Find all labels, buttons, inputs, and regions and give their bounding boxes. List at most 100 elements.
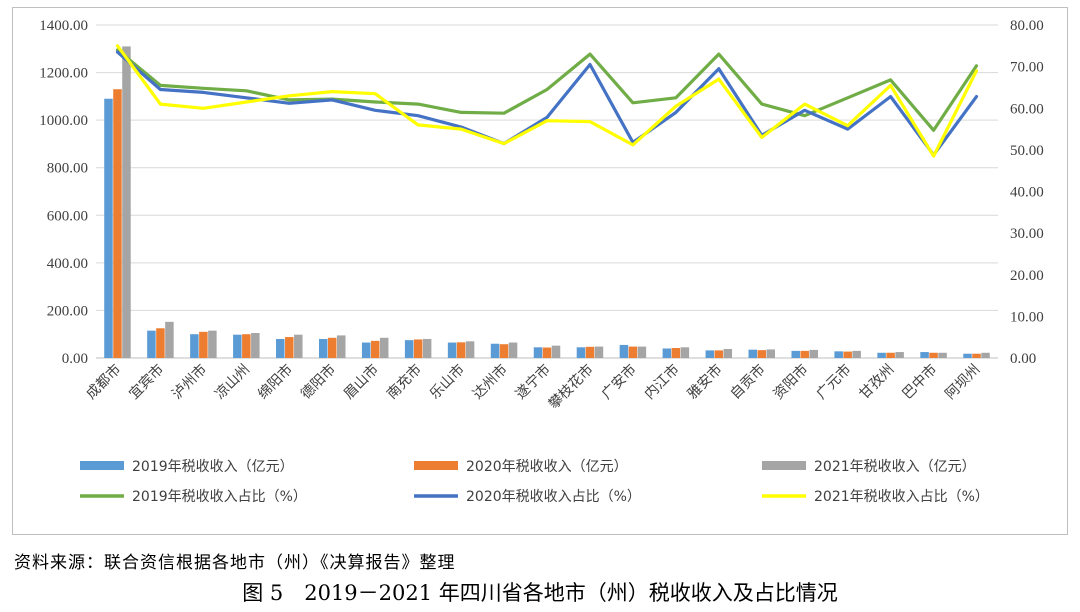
right-tick-label: 60.00: [1010, 101, 1044, 117]
bar: [791, 350, 800, 358]
category-label: 达州市: [469, 361, 511, 403]
bar: [723, 348, 733, 358]
bar: [165, 321, 174, 358]
bar: [208, 330, 217, 358]
legend-swatch: [762, 461, 806, 470]
bar: [895, 352, 904, 358]
legend-swatch: [80, 461, 124, 470]
bar: [766, 349, 776, 358]
bar: [456, 342, 466, 358]
bar: [800, 350, 809, 358]
legend-label: 2021年税收收入（亿元）: [814, 459, 976, 475]
left-tick-label: 600.00: [47, 208, 88, 224]
legend: 2019年税收收入（亿元） 2020年税收收入（亿元） 2021年税收收入（亿元） 2…: [80, 459, 989, 505]
legend-label: 2019年税收收入占比（%）: [132, 489, 307, 505]
bar: [156, 328, 165, 358]
lines: [115, 44, 979, 158]
bar: [404, 340, 414, 358]
bar: [628, 346, 638, 358]
category-label: 自贡市: [727, 361, 769, 403]
left-axis: 0.00 200.00 400.00 600.00 800.00 1000.00 1200.…: [39, 18, 88, 367]
left-tick-label: 1000.00: [39, 113, 88, 129]
bar: [981, 352, 990, 358]
bar: [370, 340, 380, 358]
bar: [508, 342, 518, 358]
bar: [379, 337, 389, 358]
category-label: 泸州市: [168, 361, 210, 403]
right-tick-label: 80.00: [1010, 18, 1044, 34]
right-tick-label: 40.00: [1010, 185, 1044, 201]
right-tick-label: 30.00: [1010, 226, 1044, 242]
bar: [147, 330, 156, 358]
bar: [294, 334, 303, 358]
bar: [877, 352, 886, 358]
category-label: 巴中市: [899, 361, 941, 403]
bar: [920, 352, 929, 358]
bar: [637, 346, 647, 358]
bar: [542, 347, 552, 358]
legend-swatch: [414, 461, 458, 470]
bar: [886, 352, 895, 358]
line-series-3: [115, 44, 979, 158]
bar-series-1: [104, 98, 972, 358]
bar: [809, 349, 818, 358]
right-tick-label: 20.00: [1010, 268, 1044, 284]
category-label: 甘孜州: [856, 362, 897, 403]
bar: [585, 346, 595, 358]
left-tick-label: 0.00: [62, 351, 88, 367]
bar: [705, 350, 715, 358]
bar-series-2: [113, 89, 981, 358]
right-tick-label: 50.00: [1010, 143, 1044, 159]
category-label: 资阳市: [770, 361, 812, 403]
bar: [447, 342, 457, 358]
legend-label: 2020年税收收入占比（%）: [466, 489, 641, 505]
category-label: 内江市: [641, 361, 683, 403]
category-label: 遂宁市: [512, 361, 554, 403]
category-label: 攀枝花市: [545, 361, 597, 413]
bar: [671, 348, 681, 358]
bar: [963, 353, 972, 358]
left-tick-label: 1400.00: [39, 18, 88, 34]
bar: [276, 338, 285, 358]
bar: [929, 352, 938, 358]
bar: [336, 335, 346, 358]
left-tick-label: 1200.00: [39, 66, 88, 82]
bar: [551, 345, 561, 358]
bar: [413, 339, 423, 358]
bar: [465, 341, 475, 358]
right-tick-label: 0.00: [1010, 351, 1036, 367]
source-note: 资料来源：联合资信根据各地市（州）《决算报告》整理: [14, 553, 456, 573]
category-label: 广安市: [598, 361, 640, 403]
category-label: 凉山州: [212, 362, 253, 403]
category-label: 眉山市: [340, 361, 382, 403]
category-label: 乐山市: [426, 361, 468, 403]
category-label: 绵阳市: [254, 361, 296, 403]
line-series-1: [115, 48, 979, 132]
bar: [104, 98, 113, 358]
right-tick-label: 70.00: [1010, 60, 1044, 76]
legend-label: 2021年税收收入占比（%）: [814, 489, 989, 505]
bar: [327, 337, 337, 358]
bar: [122, 46, 131, 359]
category-label: 雅安市: [684, 361, 726, 403]
bar: [748, 349, 758, 358]
bar: [233, 334, 242, 358]
bar: [619, 344, 629, 358]
left-tick-label: 200.00: [47, 303, 88, 319]
bar: [714, 350, 724, 358]
bar: [490, 343, 500, 358]
figure-caption: 图 5 2019－2021 年四川省各地市（州）税收收入及占比情况: [242, 581, 838, 605]
bar: [594, 346, 604, 358]
left-tick-label: 400.00: [47, 256, 88, 272]
bar: [251, 333, 260, 358]
bar: [242, 334, 251, 358]
bar: [680, 347, 690, 358]
bar: [662, 348, 672, 358]
bar-series-3: [122, 46, 990, 359]
bar: [938, 352, 947, 358]
right-tick-label: 10.00: [1010, 309, 1044, 325]
bar: [199, 331, 208, 358]
bar: [843, 351, 852, 358]
chart-frame: [12, 7, 1068, 535]
category-label: 南充市: [383, 361, 425, 403]
